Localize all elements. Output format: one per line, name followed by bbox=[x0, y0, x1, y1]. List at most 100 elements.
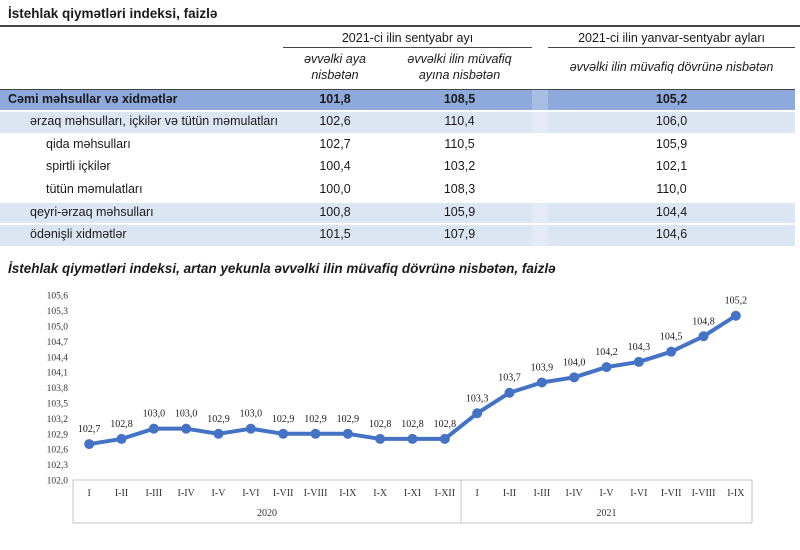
y-tick-label: 103,2 bbox=[47, 415, 69, 425]
data-label: 103,0 bbox=[143, 409, 166, 420]
data-point bbox=[472, 408, 483, 419]
x-tick-label: I-IX bbox=[339, 488, 357, 499]
data-label: 104,2 bbox=[595, 347, 618, 358]
row-value-prev-year-month: 108,5 bbox=[387, 89, 533, 112]
row-label: qeyri-ərzaq məhsulları bbox=[0, 201, 283, 225]
sub-header-row: əvvəlki aya nisbətən əvvəlki ilin müvafi… bbox=[0, 47, 796, 90]
column-group-jan-sep: 2021-ci ilin yanvar-sentyabr ayları bbox=[548, 27, 796, 48]
data-point bbox=[375, 433, 386, 444]
row-label: Cəmi məhsullar və xidmətlər bbox=[0, 89, 283, 112]
data-label: 102,8 bbox=[110, 419, 133, 430]
row-value-prev-year-month: 105,9 bbox=[387, 201, 533, 225]
row-value-prev-year-month: 110,4 bbox=[387, 111, 533, 134]
row-value-prev-year-month: 103,2 bbox=[443, 159, 476, 174]
row-value-prev-month: 100,0 bbox=[319, 182, 351, 196]
data-point bbox=[278, 428, 289, 439]
x-tick-label: I-III bbox=[146, 488, 163, 499]
data-label: 103,0 bbox=[175, 409, 198, 420]
column-group-header-row: 2021-ci ilin sentyabr ayı 2021-ci ilin y… bbox=[0, 27, 796, 48]
row-label: spirtli içkilər bbox=[46, 159, 111, 174]
cpi-table: 2021-ci ilin sentyabr ayı 2021-ci ilin y… bbox=[0, 27, 796, 248]
data-label: 102,9 bbox=[304, 414, 327, 425]
stub-cell bbox=[0, 27, 283, 48]
x-tick-label: I-VII bbox=[273, 488, 294, 499]
x-tick-label: I-III bbox=[534, 488, 551, 499]
data-point bbox=[310, 428, 321, 439]
sub-header-prev-month: əvvəlki aya nisbətən bbox=[283, 47, 387, 90]
y-tick-label: 103,8 bbox=[47, 384, 69, 394]
y-tick-label: 102,9 bbox=[47, 430, 69, 440]
x-tick-label: I-II bbox=[115, 488, 128, 499]
column-gap bbox=[532, 201, 549, 225]
row-value-prev-year-month: 107,9 bbox=[387, 224, 533, 247]
data-label: 104,0 bbox=[563, 357, 586, 368]
data-label: 103,3 bbox=[466, 393, 489, 404]
sub-header-prev-year-month: əvvəlki ilin müvafiq ayına nisbətən bbox=[387, 47, 533, 90]
column-gap bbox=[532, 134, 548, 157]
x-tick-label: I-VI bbox=[242, 488, 259, 499]
stub-cell bbox=[0, 47, 283, 90]
chart-title: İstehlak qiymətləri indeksi, artan yekun… bbox=[8, 260, 556, 276]
data-point bbox=[148, 423, 159, 434]
y-tick-label: 104,1 bbox=[47, 369, 69, 379]
data-point bbox=[504, 387, 515, 398]
y-tick-label: 102,3 bbox=[47, 461, 69, 471]
data-label: 103,7 bbox=[498, 373, 521, 384]
x-tick-label: I bbox=[87, 488, 90, 499]
x-tick-label: I-VII bbox=[661, 488, 682, 499]
y-tick-label: 103,5 bbox=[47, 399, 69, 409]
data-point bbox=[342, 428, 353, 439]
data-point bbox=[407, 433, 418, 444]
row-value-prev-period: 104,4 bbox=[548, 201, 796, 225]
y-tick-label: 104,4 bbox=[47, 353, 69, 363]
data-label: 104,3 bbox=[628, 342, 651, 353]
column-gap bbox=[532, 156, 548, 179]
row-value-prev-period: 105,9 bbox=[655, 136, 688, 151]
row-value-prev-period: 106,0 bbox=[548, 111, 796, 134]
x-tick-label: I-IX bbox=[727, 488, 745, 499]
table-row: qeyri-ərzaq məhsulları 100,8 105,9 104,4 bbox=[0, 201, 796, 225]
data-label: 105,2 bbox=[725, 296, 748, 307]
x-tick-label: I-IV bbox=[178, 488, 196, 499]
y-tick-label: 102,0 bbox=[47, 476, 69, 486]
data-point bbox=[84, 438, 95, 449]
column-gap bbox=[532, 224, 549, 247]
data-point bbox=[569, 372, 580, 383]
x-axis-group-label: 2020 bbox=[257, 508, 277, 519]
row-label: tütün məmulatları bbox=[46, 182, 143, 196]
data-point bbox=[116, 433, 127, 444]
data-point bbox=[536, 377, 547, 388]
row-value-prev-year-month: 110,5 bbox=[444, 136, 475, 151]
data-point bbox=[698, 331, 709, 342]
table-row: spirtli içkilər 100,4 103,2 102,1 bbox=[0, 156, 796, 179]
x-tick-label: I-VIII bbox=[692, 488, 716, 499]
y-tick-label: 105,3 bbox=[47, 307, 69, 317]
x-tick-label: I-II bbox=[503, 488, 516, 499]
x-tick-label: I-XII bbox=[435, 488, 456, 499]
x-tick-label: I-VI bbox=[630, 488, 647, 499]
data-point bbox=[633, 356, 644, 367]
y-tick-label: 104,7 bbox=[47, 338, 69, 348]
data-point bbox=[730, 310, 741, 321]
data-point bbox=[601, 361, 612, 372]
row-value-prev-month: 100,8 bbox=[283, 201, 387, 225]
data-label: 104,8 bbox=[692, 316, 715, 327]
row-label: ödənişli xidmətlər bbox=[0, 224, 283, 247]
data-point bbox=[245, 423, 256, 434]
data-label: 102,8 bbox=[401, 419, 424, 430]
data-label: 102,9 bbox=[272, 414, 295, 425]
x-tick-label: I-IV bbox=[566, 488, 584, 499]
data-label: 103,0 bbox=[240, 409, 263, 420]
column-gap bbox=[532, 179, 548, 202]
data-point bbox=[181, 423, 192, 434]
cpi-line-chart: 102,0 102,3 102,6 102,9 103,2 103,5 103,8 104,1… bbox=[47, 292, 753, 524]
table-title: İstehlak qiymətləri indeksi, faizlə bbox=[0, 0, 800, 27]
column-gap bbox=[532, 27, 548, 48]
row-value-prev-period: 105,2 bbox=[548, 89, 796, 112]
row-value-prev-month: 101,5 bbox=[283, 224, 387, 247]
x-tick-label: I-XI bbox=[404, 488, 421, 499]
column-gap bbox=[532, 111, 549, 134]
row-value-prev-period: 110,0 bbox=[656, 182, 687, 196]
x-tick-label: I-VIII bbox=[304, 488, 328, 499]
data-point bbox=[439, 433, 450, 444]
